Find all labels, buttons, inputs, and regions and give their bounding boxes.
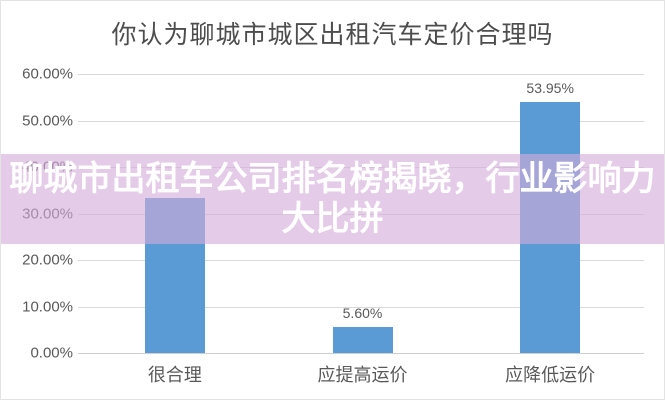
bar-应提高运价	[332, 327, 393, 353]
chart-title: 你认为聊城市城区出租汽车定价合理吗	[111, 21, 554, 49]
gridline	[78, 120, 644, 122]
y-axis-tick-label: 50.00%	[22, 112, 73, 129]
gridline	[78, 353, 644, 354]
gridline	[78, 306, 644, 308]
headline-line-1: 聊城市出租车公司排名榜揭晓，行业影响力	[9, 160, 656, 198]
bar-value-label: 5.60%	[342, 305, 383, 321]
y-axis-tick-label: 10.00%	[22, 298, 73, 315]
gridline	[78, 74, 644, 75]
x-axis-category-label: 很合理	[147, 365, 202, 385]
y-axis-tick-label: 0.00%	[30, 344, 73, 362]
bar-value-label: 53.95%	[526, 80, 574, 96]
x-axis-category-label: 应提高运价	[317, 365, 408, 385]
y-axis-tick-label: 20.00%	[22, 251, 73, 269]
x-axis-category-label: 应降低运价	[505, 365, 596, 385]
y-axis-tick-label: 60.00%	[22, 65, 73, 83]
headline-line-2: 大比拼	[281, 200, 384, 238]
gridline	[78, 260, 644, 261]
headline-banner-overlay: 聊城市出租车公司排名榜揭晓，行业影响力 大比拼	[1, 154, 664, 244]
